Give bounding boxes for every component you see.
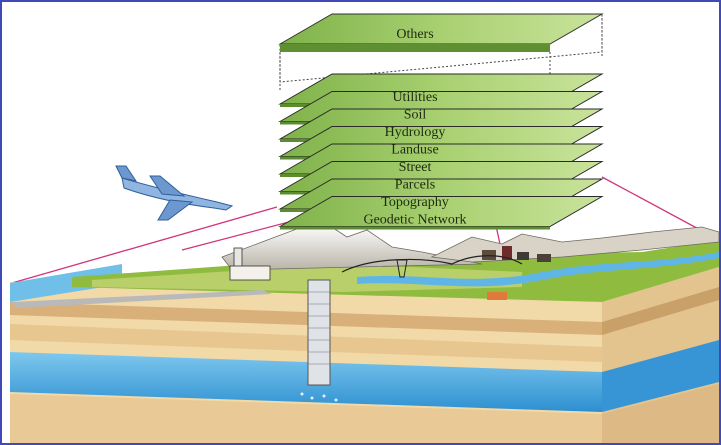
- layer-plate-geodetic-network: [278, 196, 604, 230]
- layer-label-geodetic-network: Geodetic Network: [363, 213, 466, 228]
- layer-label-hydrology: Hydrology: [385, 125, 446, 140]
- layer-label-others: Others: [396, 27, 433, 42]
- airplane-icon: [115, 165, 234, 221]
- layer-labels: Others Utilities Soil Hydrology Landuse Stree…: [363, 27, 466, 228]
- layer-label-utilities: Utilities: [392, 90, 437, 105]
- layer-label-soil: Soil: [404, 108, 427, 123]
- layer-stack: [278, 13, 604, 92]
- layer-plates: [278, 73, 604, 230]
- layer-label-parcels: Parcels: [395, 178, 435, 193]
- layer-label-landuse: Landuse: [391, 143, 438, 158]
- terrain-block: [10, 223, 719, 443]
- layer-label-street: Street: [399, 160, 432, 175]
- layer-label-topography: Topography: [381, 195, 448, 210]
